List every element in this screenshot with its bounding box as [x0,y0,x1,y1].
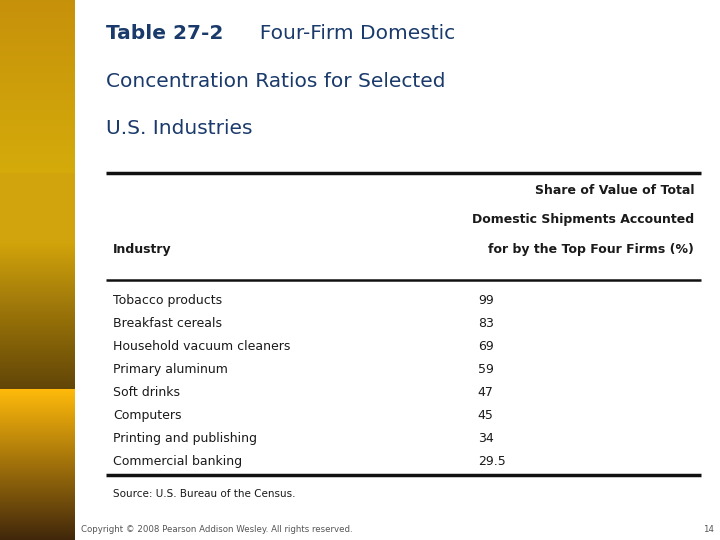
Text: for by the Top Four Firms (%): for by the Top Four Firms (%) [488,243,694,256]
Text: Four-Firm Domestic: Four-Firm Domestic [247,24,455,43]
Text: 69: 69 [478,340,494,353]
Text: 14: 14 [703,524,714,534]
Text: 29.5: 29.5 [478,455,505,468]
Text: Industry: Industry [113,243,171,256]
Text: Primary aluminum: Primary aluminum [113,363,228,376]
Text: Breakfast cereals: Breakfast cereals [113,318,222,330]
Text: Computers: Computers [113,409,181,422]
Text: Share of Value of Total: Share of Value of Total [535,184,694,197]
Text: Table 27-2: Table 27-2 [107,24,224,43]
Text: U.S. Industries: U.S. Industries [107,119,253,138]
Text: 45: 45 [478,409,494,422]
Text: Source: U.S. Bureau of the Census.: Source: U.S. Bureau of the Census. [113,489,295,499]
Text: 59: 59 [478,363,494,376]
Text: Tobacco products: Tobacco products [113,294,222,307]
Text: 99: 99 [478,294,494,307]
Text: Soft drinks: Soft drinks [113,386,180,399]
Text: 34: 34 [478,431,494,444]
Text: 83: 83 [478,318,494,330]
Text: Printing and publishing: Printing and publishing [113,431,257,444]
Text: Copyright © 2008 Pearson Addison Wesley. All rights reserved.: Copyright © 2008 Pearson Addison Wesley.… [81,524,352,534]
Text: Commercial banking: Commercial banking [113,455,242,468]
Text: Domestic Shipments Accounted: Domestic Shipments Accounted [472,213,694,226]
Text: Concentration Ratios for Selected: Concentration Ratios for Selected [107,72,446,91]
Text: Household vacuum cleaners: Household vacuum cleaners [113,340,290,353]
Text: 47: 47 [478,386,494,399]
